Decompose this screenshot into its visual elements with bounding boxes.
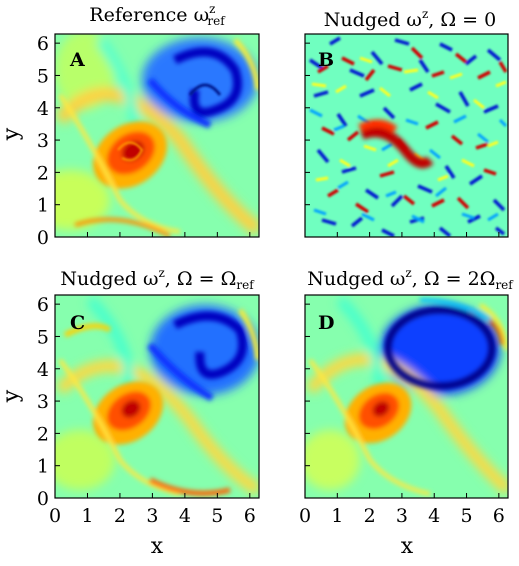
panel-c-frame — [54, 294, 260, 499]
panel-a-letter: A — [69, 49, 85, 71]
y-tick-label: 2 — [37, 162, 49, 184]
y-axis-label-top: y — [0, 127, 24, 141]
y-tick-label: 2 — [37, 423, 49, 445]
y-tick-label: 3 — [37, 391, 49, 413]
x-axis-label-left: x — [151, 534, 164, 559]
x-tick-label: 3 — [396, 505, 408, 527]
panel-a-field — [55, 34, 259, 237]
y-tick-label: 6 — [37, 33, 49, 55]
x-tick-label: 4 — [179, 505, 191, 527]
panel-d: D Nudged ωz, Ω = 2Ωref — [304, 266, 514, 499]
panel-b-frame — [304, 33, 509, 238]
y-tick-label: 1 — [37, 456, 49, 478]
x-tick-label: 4 — [428, 505, 440, 527]
y-tick-label: 6 — [37, 294, 49, 316]
panel-b-letter: B — [318, 49, 334, 71]
x-tick-label: 2 — [364, 505, 376, 527]
x-tick-label: 6 — [244, 505, 256, 527]
y-tick-label: 0 — [37, 488, 49, 510]
panel-c-letter: C — [70, 312, 85, 334]
y-tick-label: 5 — [37, 326, 49, 348]
x-tick-label: 0 — [299, 505, 311, 527]
y-tick-label: 4 — [37, 98, 49, 120]
x-axis-label-right: x — [401, 534, 414, 559]
x-tick-label: 2 — [114, 505, 126, 527]
panel-b: B Nudged ωz, Ω = 0 — [304, 7, 509, 238]
panel-d-title: Nudged ωz, Ω = 2Ωref — [307, 266, 514, 292]
panel-b-field — [305, 34, 508, 237]
y-tick-label: 5 — [37, 65, 49, 87]
panel-a-frame — [54, 33, 260, 238]
x-tick-label: 1 — [331, 505, 343, 527]
x-tick-label: 5 — [211, 505, 223, 527]
x-tick-label: 1 — [81, 505, 93, 527]
x-tick-label: 5 — [460, 505, 472, 527]
x-tick-label: 3 — [146, 505, 158, 527]
y-tick-label: 4 — [37, 359, 49, 381]
panel-d-letter: D — [318, 312, 334, 334]
y-tick-label: 3 — [37, 130, 49, 152]
panel-a: A Reference ωz ref — [54, 2, 260, 238]
y-tick-label: 0 — [37, 227, 49, 249]
panel-b-title: Nudged ωz, Ω = 0 — [324, 7, 496, 31]
panel-d-frame — [304, 294, 509, 499]
x-tick-label: 0 — [49, 505, 61, 527]
y-axis-label-bottom: y — [0, 389, 24, 403]
y-tick-label: 1 — [37, 195, 49, 217]
x-tick-label: 6 — [493, 505, 505, 527]
panel-a-title: Reference ωz ref — [89, 2, 226, 28]
panel-d-field — [305, 295, 508, 498]
panel-c-title: Nudged ωz, Ω = Ωref — [60, 266, 255, 292]
panel-c: C Nudged ωz, Ω = Ωref — [54, 266, 260, 499]
panel-c-field — [55, 295, 259, 498]
